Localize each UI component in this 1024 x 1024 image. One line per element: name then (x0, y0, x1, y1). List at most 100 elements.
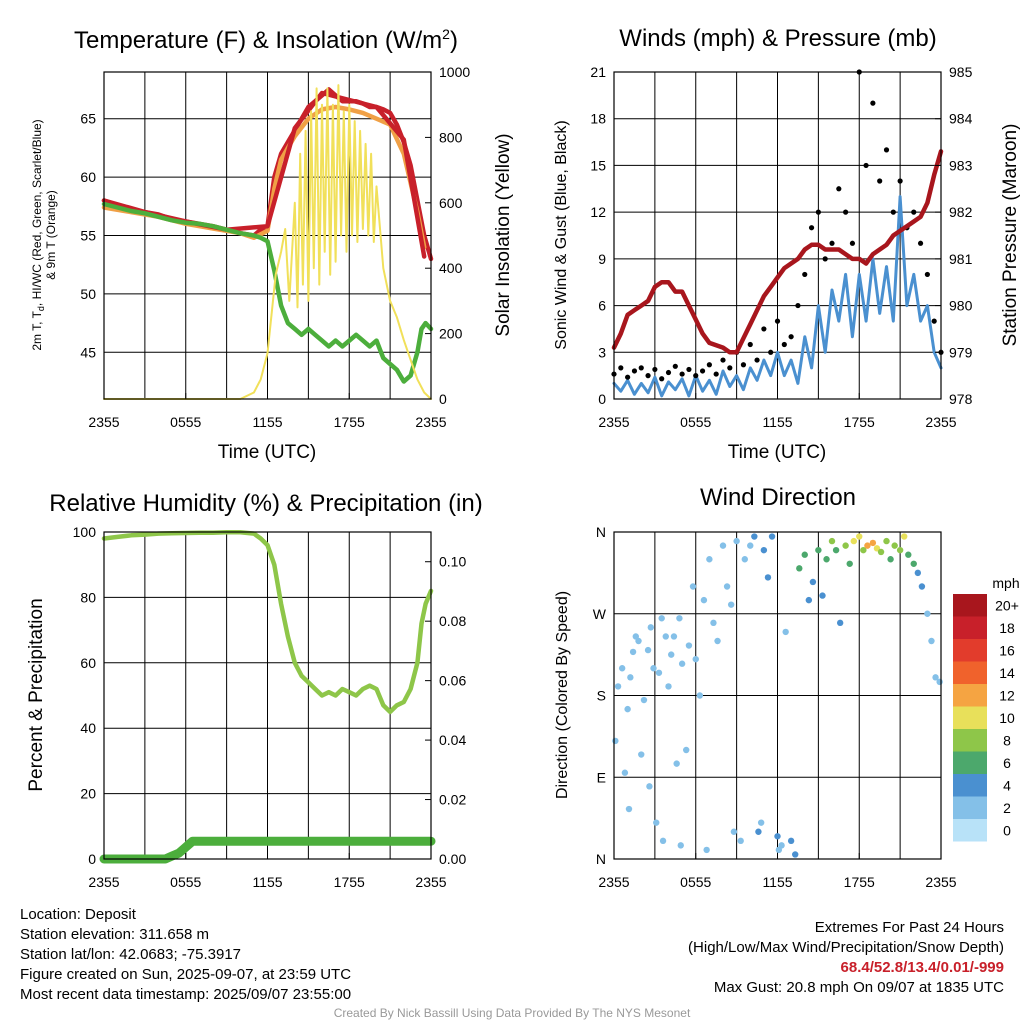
colorbar-label: 16 (999, 642, 1015, 658)
y2-tick-label: 600 (439, 195, 463, 211)
gust-point (863, 162, 869, 169)
x-tick-label: 1755 (844, 874, 875, 890)
wind-direction-point (819, 592, 826, 599)
wind-direction-point (696, 692, 704, 699)
gust-point (625, 374, 631, 380)
winds-title: Winds (mph) & Pressure (mb) (619, 25, 936, 52)
wind-direction-point (751, 533, 758, 540)
gust-point (897, 178, 903, 184)
gust-point (788, 334, 794, 340)
series-relative-humidity (101, 530, 434, 715)
gust-point (822, 256, 828, 262)
y2-tick-label: 200 (439, 326, 463, 342)
gust-point (911, 209, 917, 215)
wind-direction-point (653, 819, 660, 826)
gust-point (836, 186, 842, 192)
wind-direction-point (655, 669, 663, 676)
wind-direction-point (737, 837, 744, 845)
gust-point (829, 240, 835, 246)
x-tick-label: 1755 (334, 414, 365, 430)
gust-point (917, 240, 924, 246)
wind-direction-point (832, 546, 840, 554)
wind-direction-ticks: 2355 0555 1155 1755 2355 N E S W N (593, 524, 957, 890)
x-tick-label: 1755 (844, 414, 875, 430)
colorbar-swatch (953, 639, 987, 662)
y-tick-label: 80 (80, 589, 96, 605)
max-gust: Max Gust: 20.8 mph On 09/07 at 1835 UTC (713, 979, 1004, 996)
wind-direction-point (618, 665, 626, 672)
wind-direction-point (668, 651, 675, 658)
wind-direction-point (905, 551, 912, 558)
y2-tick-label: 978 (949, 391, 973, 407)
winds-y2label: Station Pressure (Maroon) (1000, 124, 1021, 347)
winds-ylabel: Sonic Wind & Gust (Blue, Black) (553, 120, 570, 349)
wind-direction-point (873, 545, 881, 552)
wind-direction-point (918, 583, 926, 590)
colorbar-swatch (953, 796, 987, 819)
y2-tick-label: 984 (949, 111, 973, 127)
wind-direction-point (877, 548, 885, 556)
gust-point (877, 178, 883, 184)
y2-tick-label: 1000 (439, 64, 470, 80)
temperature-ylabel: 2m T, Td, HI/WC (Red, Green, Scarlet/Blu… (30, 119, 46, 350)
y-tick-label: 6 (598, 298, 606, 314)
wind-direction-point (775, 846, 783, 854)
colorbar-label: 14 (999, 665, 1015, 681)
wind-direction-point (896, 546, 904, 554)
y-tick-label: 55 (80, 228, 96, 244)
wind-direction-point (796, 565, 803, 572)
colorbar-swatch (953, 684, 987, 707)
wind-direction-point (650, 665, 657, 672)
gust-point (802, 271, 808, 278)
wind-direction-point (646, 783, 653, 790)
temperature-ylabel-line2: & 9m T (Orange) (44, 190, 58, 280)
wind-direction-point (836, 619, 844, 627)
x-tick-label: 2355 (415, 414, 446, 430)
wind-direction-point (677, 842, 684, 849)
wind-direction-point (809, 578, 817, 586)
colorbar-label: 12 (999, 687, 1015, 703)
wind-direction-point (710, 619, 717, 627)
credit-line: Created By Nick Bassill Using Data Provi… (333, 1006, 691, 1020)
wind-direction-point (846, 560, 853, 567)
gust-point (706, 362, 712, 368)
wind-direction-point (714, 637, 721, 645)
colorbar-label: 10 (999, 710, 1015, 726)
gust-point (761, 326, 767, 332)
y-tick-label: N (596, 851, 606, 867)
gust-point (699, 368, 706, 374)
wind-direction-point (741, 556, 748, 563)
series-2m-td (101, 201, 434, 384)
wind-direction-point (665, 683, 672, 690)
gust-point (659, 376, 665, 382)
colorbar-label: 20+ (995, 597, 1019, 613)
y-tick-label: 0 (598, 391, 606, 407)
wind-direction-point (792, 851, 799, 858)
series-sonic-wind (612, 195, 943, 398)
wind-direction-point (706, 556, 713, 563)
colorbar-label: 4 (1003, 777, 1011, 793)
gust-point (638, 365, 644, 371)
wind-direction-point (932, 674, 939, 681)
x-tick-label: 1155 (252, 414, 282, 430)
y2-tick-label: 0.04 (439, 732, 466, 748)
y2-tick-label: 0.10 (439, 554, 466, 570)
colorbar-label: 18 (999, 620, 1015, 636)
wind-direction-point (801, 551, 808, 558)
extremes-values: 68.4/52.8/13.4/0.01/-999 (840, 959, 1004, 976)
wind-direction-point (647, 624, 654, 631)
y2-tick-label: 982 (949, 204, 973, 220)
humidity-grid (104, 532, 431, 859)
y2-tick-label: 0.08 (439, 613, 466, 629)
wind-direction-point (760, 546, 768, 554)
y-tick-label: 50 (80, 286, 96, 302)
y2-tick-label: 0 (439, 391, 447, 407)
y2-tick-label: 983 (949, 157, 973, 173)
wind-direction-point (936, 678, 943, 686)
gust-point (679, 371, 685, 377)
wind-direction-point (659, 837, 667, 845)
y-tick-label: 0 (88, 851, 96, 867)
gust-point (665, 369, 672, 376)
y-tick-label: N (596, 524, 606, 540)
y-tick-label: 60 (80, 169, 96, 185)
